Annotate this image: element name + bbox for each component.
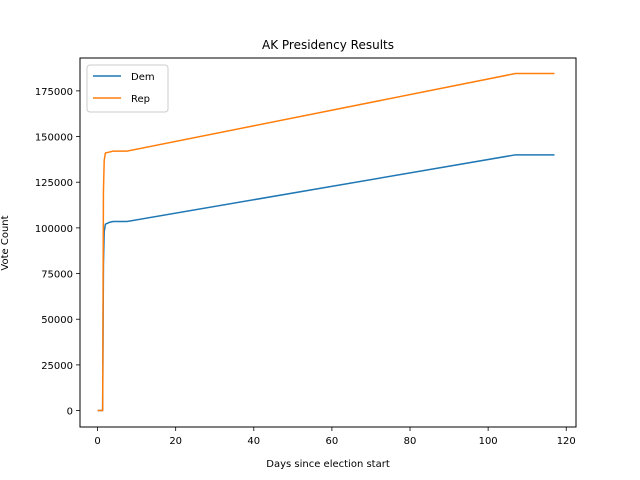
x-axis-ticks: 0 20 40 60 80 100 120 [94,427,576,447]
y-tick-label: 0 [67,407,73,418]
y-tick-label: 50000 [41,315,73,326]
y-axis-ticks: 0 25000 50000 75000 100000 125000 150000 175000 [35,87,80,418]
legend-box [86,64,169,113]
y-axis-label: Vote Count [0,215,11,270]
y-tick-label: 25000 [41,361,73,372]
series-line-rep [97,72,555,412]
x-tick-label: 100 [479,436,498,447]
plot-lines [97,72,555,412]
x-tick-label: 0 [94,436,100,447]
x-tick-label: 40 [247,436,260,447]
legend: Dem Rep [86,64,169,113]
y-tick-label: 100000 [35,224,73,235]
legend-label-dem: Dem [131,72,155,83]
y-tick-label: 75000 [41,270,73,281]
x-tick-label: 20 [169,436,182,447]
x-tick-label: 120 [557,436,576,447]
x-axis-label: Days since election start [266,459,390,470]
y-tick-label: 175000 [35,87,73,98]
x-tick-label: 60 [326,436,339,447]
chart-title: AK Presidency Results [262,38,394,52]
x-tick-label: 80 [404,436,417,447]
y-tick-label: 150000 [35,133,73,144]
y-tick-label: 125000 [35,178,73,189]
plot-frame [79,57,577,428]
legend-label-rep: Rep [131,94,150,105]
